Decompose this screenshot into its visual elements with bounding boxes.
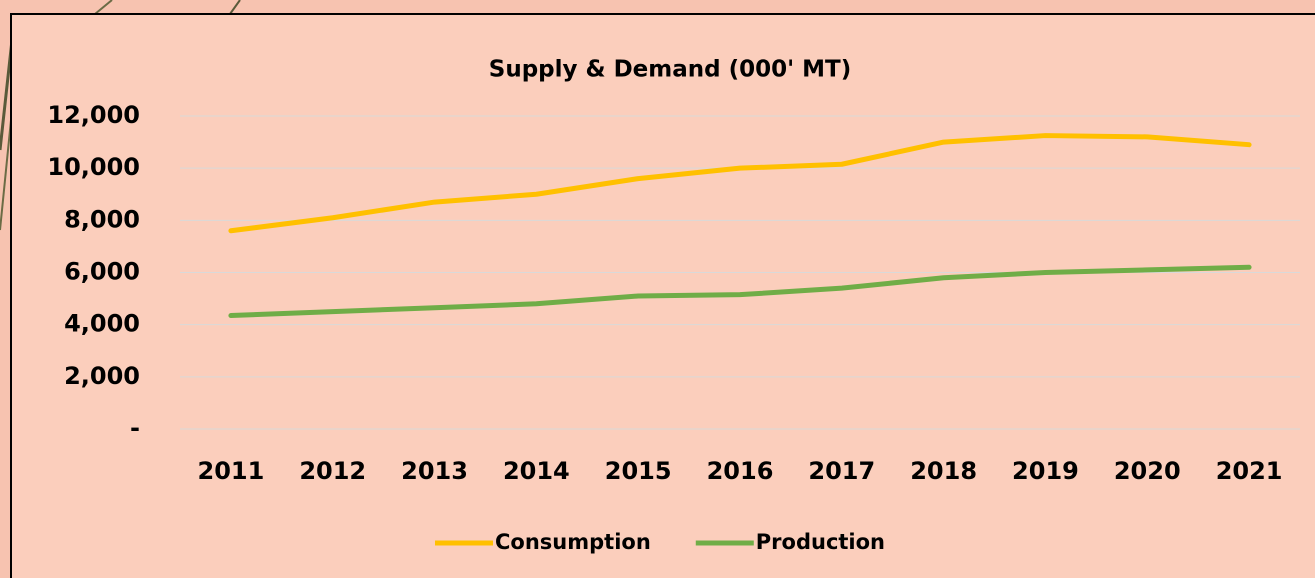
data-line <box>228 133 1252 234</box>
y-tick-label: 10,000 <box>47 153 140 181</box>
legend-label: Consumption <box>495 530 651 554</box>
x-tick-label: 2021 <box>1216 457 1283 485</box>
y-tick-label: 8,000 <box>64 205 140 233</box>
x-tick-label: 2013 <box>401 457 468 485</box>
x-tick-label: 2014 <box>503 457 570 485</box>
x-tick-label: 2018 <box>910 457 977 485</box>
y-tick-label: 4,000 <box>64 310 140 338</box>
y-tick-label: 6,000 <box>64 258 140 286</box>
chart-title: Supply & Demand (000' MT) <box>489 57 852 83</box>
x-tick-label: 2017 <box>808 457 875 485</box>
y-tick-label: 2,000 <box>64 362 140 390</box>
x-tick-label: 2016 <box>707 457 774 485</box>
x-tick-label: 2020 <box>1114 457 1181 485</box>
data-line <box>228 264 1252 319</box>
x-tick-label: 2015 <box>605 457 672 485</box>
y-tick-label: 12,000 <box>47 101 140 129</box>
y-tick-label: - <box>130 414 140 442</box>
x-tick-label: 2012 <box>299 457 366 485</box>
legend-label: Production <box>756 530 885 554</box>
x-tick-label: 2011 <box>198 457 265 485</box>
x-tick-label: 2019 <box>1012 457 1079 485</box>
